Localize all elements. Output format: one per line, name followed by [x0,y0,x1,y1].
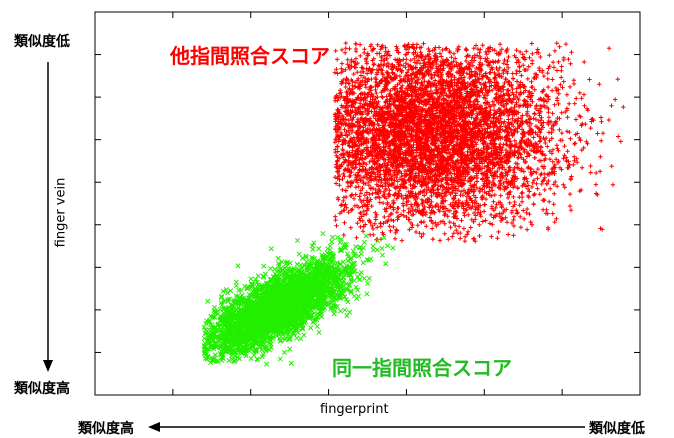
scatter-marks [332,40,626,244]
series-1 [201,231,396,367]
axis-ticks [95,12,640,395]
series-0 [332,40,626,244]
data-points [201,40,626,367]
y-bottom-label: 類似度高 [14,381,70,397]
plot-frame [94,11,641,396]
impostor-score-label: 他指間照合スコア [170,44,330,68]
y-axis-title: finger vein [53,177,69,248]
x-left-label: 類似度高 [78,421,134,437]
x-right-label: 類似度低 [589,421,645,437]
x-axis-title: fingerprint [320,402,389,417]
y-top-label: 類似度低 [14,34,70,50]
genuine-score-label: 同一指間照合スコア [332,356,512,380]
scatter-marks [201,231,396,367]
